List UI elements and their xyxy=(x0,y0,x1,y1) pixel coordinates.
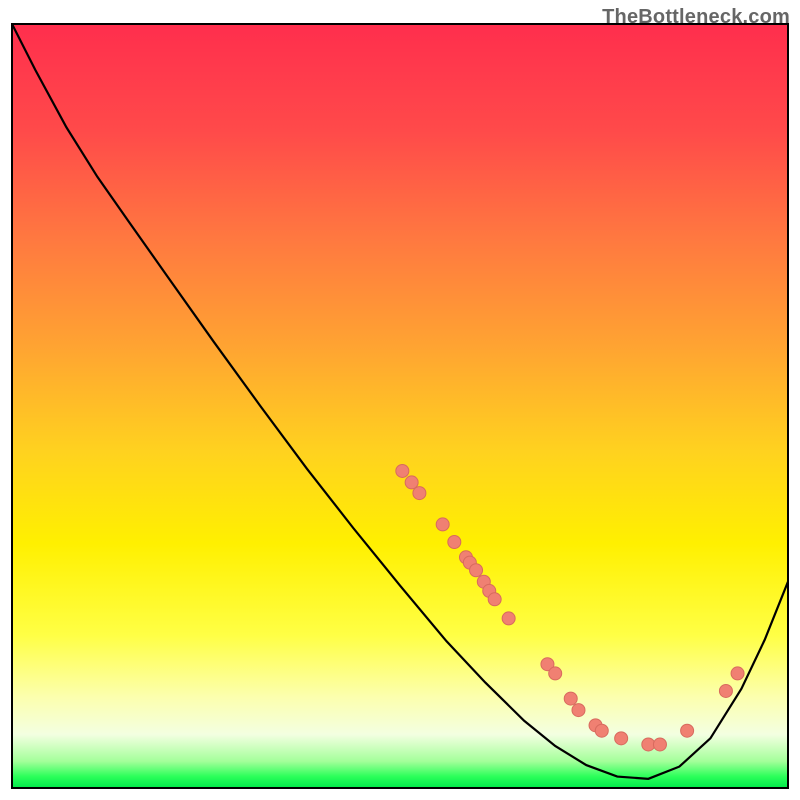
curve-marker xyxy=(572,704,585,717)
gradient-background xyxy=(12,24,788,788)
curve-marker xyxy=(470,564,483,577)
curve-marker xyxy=(488,593,501,606)
curve-marker xyxy=(413,487,426,500)
chart-stage: TheBottleneck.com xyxy=(0,0,800,800)
curve-marker xyxy=(595,724,608,737)
curve-marker xyxy=(681,724,694,737)
curve-marker xyxy=(396,464,409,477)
curve-marker xyxy=(642,738,655,751)
curve-marker xyxy=(653,738,666,751)
curve-marker xyxy=(502,612,515,625)
curve-marker xyxy=(436,518,449,531)
curve-marker xyxy=(564,692,577,705)
bottleneck-chart xyxy=(0,0,800,800)
curve-marker xyxy=(448,535,461,548)
curve-marker xyxy=(615,732,628,745)
curve-marker xyxy=(731,667,744,680)
curve-marker xyxy=(549,667,562,680)
curve-marker xyxy=(719,684,732,697)
